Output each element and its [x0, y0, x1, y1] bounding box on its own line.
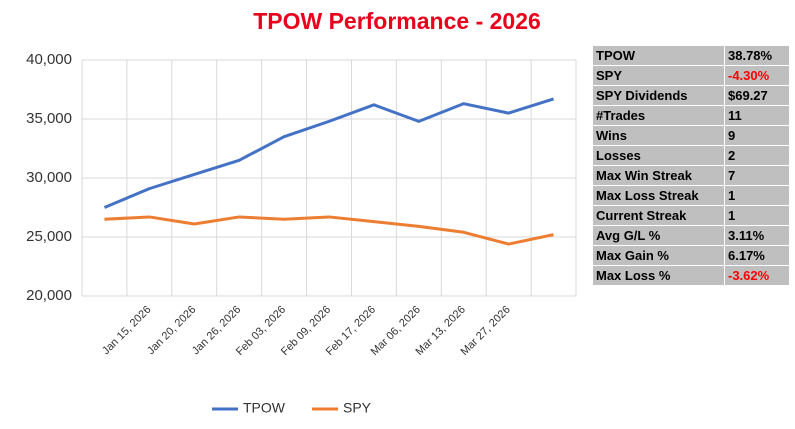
chart-title: TPOW Performance - 2026: [253, 8, 541, 34]
stats-row: Wins 9: [592, 125, 790, 146]
stats-row: Losses 2: [592, 145, 790, 166]
stat-value: 1: [724, 185, 790, 206]
stat-value: $69.27: [724, 85, 790, 106]
stats-row: Max Loss Streak 1: [592, 185, 790, 206]
series-line: [104, 215, 554, 246]
stats-row: Max Gain % 6.17%: [592, 245, 790, 266]
stat-value: 1: [724, 205, 790, 226]
stats-row: SPY Dividends $69.27: [592, 85, 790, 106]
stat-value: -3.62%: [724, 265, 790, 286]
stat-label: Avg G/L %: [592, 225, 725, 246]
stat-label: SPY: [592, 65, 725, 86]
stats-row: Max Loss % -3.62%: [592, 265, 790, 286]
stats-row: #Trades 11: [592, 105, 790, 126]
stats-row: TPOW 38.78%: [592, 45, 790, 66]
stat-label: Wins: [592, 125, 725, 146]
stats-table: TPOW 38.78% SPY -4.30% SPY Dividends $69.27 #T…: [592, 45, 790, 286]
chart: TPOW Performance - 2026 20,000 25,000 30,0…: [26, 8, 577, 416]
stat-label: SPY Dividends: [592, 85, 725, 106]
stat-label: TPOW: [592, 45, 725, 66]
stat-value: 11: [724, 105, 790, 126]
y-tick-label: 25,000: [26, 228, 72, 245]
stat-label: Max Loss Streak: [592, 185, 725, 206]
stat-label: Current Streak: [592, 205, 725, 226]
stat-value: 6.17%: [724, 245, 790, 266]
stats-row: Max Win Streak 7: [592, 165, 790, 186]
stat-label: Losses: [592, 145, 725, 166]
stat-value: 2: [724, 145, 790, 166]
stat-value: 7: [724, 165, 790, 186]
stat-label: Max Gain %: [592, 245, 725, 266]
stat-value: 38.78%: [724, 45, 790, 66]
stat-value: -4.30%: [724, 65, 790, 86]
series-line: [103, 97, 554, 209]
stat-label: Max Loss %: [592, 265, 725, 286]
stats-row: SPY -4.30%: [592, 65, 790, 86]
stat-value: 9: [724, 125, 790, 146]
stats-row: Current Streak 1: [592, 205, 790, 226]
stats-row: Avg G/L % 3.11%: [592, 225, 790, 246]
y-tick-label: 35,000: [26, 110, 72, 127]
legend-label: TPOW: [243, 400, 286, 416]
y-tick-label: 40,000: [26, 51, 72, 68]
stat-label: Max Win Streak: [592, 165, 725, 186]
y-tick-label: 20,000: [26, 287, 72, 304]
stat-value: 3.11%: [724, 225, 790, 246]
stat-label: #Trades: [592, 105, 725, 126]
y-tick-label: 30,000: [26, 169, 72, 186]
legend-label: SPY: [343, 400, 372, 416]
